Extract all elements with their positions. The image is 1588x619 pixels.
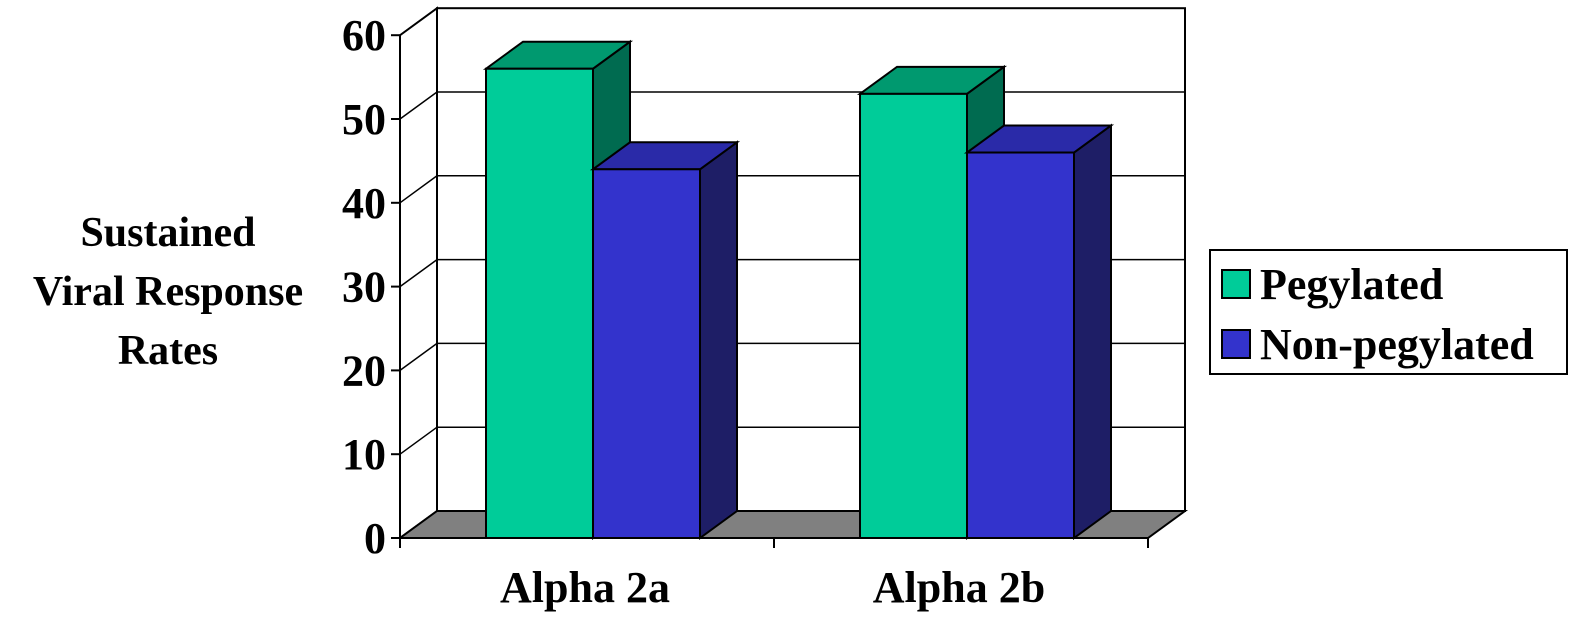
x-category-label: Alpha 2a: [500, 563, 670, 612]
bars: [482, 39, 1115, 540]
y-tick-label: 20: [342, 346, 386, 395]
y-tick-label: 60: [342, 11, 386, 60]
axes: [391, 34, 1149, 548]
bar-side-face: [1073, 123, 1112, 540]
bar-non-pegylated-alpha-2b: [963, 123, 1115, 540]
legend: Pegylated Non-pegylated: [1209, 249, 1568, 375]
y-tick-label: 10: [342, 430, 386, 479]
y-tick-label: 50: [342, 95, 386, 144]
legend-box: [1209, 249, 1568, 375]
bar-front-face: [485, 67, 594, 539]
bar-front-face: [592, 168, 701, 539]
legend-label: Non-pegylated: [1260, 320, 1534, 369]
y-axis-label-line: Sustained: [80, 210, 255, 256]
y-axis-label: Sustained Viral Response Rates: [33, 210, 303, 374]
y-tick-label: 40: [342, 179, 386, 228]
y-tick-label: 30: [342, 263, 386, 312]
bar-non-pegylated-alpha-2a: [589, 140, 741, 540]
bar-front-face: [966, 151, 1075, 540]
bar-front-face: [859, 92, 968, 540]
bar-side-face: [699, 140, 738, 540]
y-axis-label-line: Rates: [118, 328, 218, 374]
y-axis-label-line: Viral Response: [33, 269, 303, 315]
gridline-60: [399, 7, 1185, 36]
y-tick-labels: 0 10 20 30 40 50 60: [342, 11, 386, 563]
legend-label: Pegylated: [1260, 260, 1443, 309]
x-category-label: Alpha 2b: [873, 563, 1045, 612]
legend-swatch-pegylated: [1221, 269, 1251, 299]
y-tick-label: 0: [364, 514, 386, 563]
legend-swatch-non-pegylated: [1221, 329, 1251, 359]
x-category-labels: Alpha 2a Alpha 2b: [500, 563, 1045, 612]
